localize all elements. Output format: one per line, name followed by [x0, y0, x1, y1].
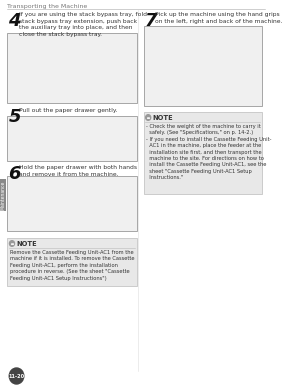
Text: Maintenance: Maintenance [0, 180, 5, 210]
Bar [8, 238, 137, 286]
Text: NOTE: NOTE [153, 115, 173, 120]
Text: 11-20: 11-20 [8, 374, 25, 379]
Text: Hold the paper drawer with both hands
and remove it from the machine.: Hold the paper drawer with both hands an… [19, 165, 137, 177]
Text: Pick up the machine using the hand grips
on the left, right and back of the mach: Pick up the machine using the hand grips… [155, 12, 283, 24]
Bar [144, 26, 262, 106]
Bar [8, 116, 137, 161]
Text: Remove the Cassette Feeding Unit-AC1 from the
machine if it is installed. To rem: Remove the Cassette Feeding Unit-AC1 fro… [10, 250, 135, 281]
Text: Transporting the Machine: Transporting the Machine [8, 4, 88, 9]
Text: - Check the weight of the machine to carry it
  safely. (See "Specifications," o: - Check the weight of the machine to car… [146, 124, 272, 180]
Text: Pull out the paper drawer gently.: Pull out the paper drawer gently. [19, 108, 118, 113]
Bar [0, 179, 6, 211]
Text: NOTE: NOTE [16, 240, 37, 247]
Text: 4: 4 [8, 12, 21, 30]
Text: 6: 6 [8, 165, 21, 183]
Bar [144, 112, 262, 194]
Circle shape [146, 115, 151, 120]
Text: 7: 7 [145, 12, 157, 30]
Bar [8, 33, 137, 103]
Circle shape [9, 368, 24, 384]
Text: If you are using the stack bypass tray, fold
stack bypass tray extension, push b: If you are using the stack bypass tray, … [19, 12, 147, 37]
Circle shape [9, 241, 14, 246]
Text: 5: 5 [8, 108, 21, 126]
Bar [8, 176, 137, 231]
